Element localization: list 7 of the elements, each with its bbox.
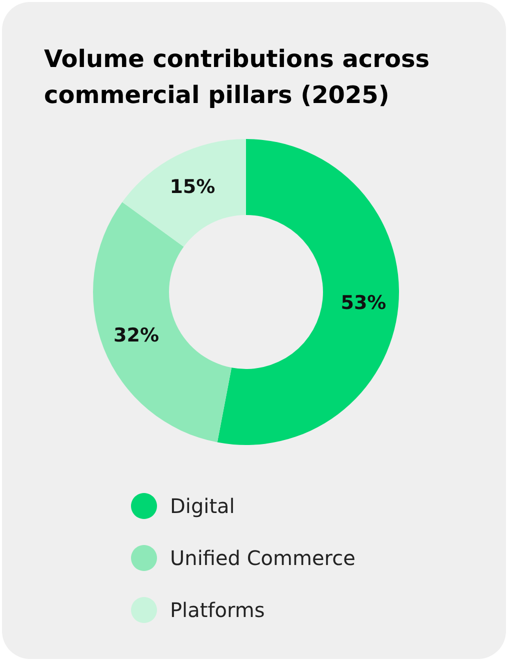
legend-label: Digital: [170, 494, 235, 518]
data-label: 53%: [340, 292, 386, 314]
legend-label: Unified Commerce: [170, 546, 356, 570]
data-label: 15%: [170, 176, 216, 198]
chart-title: Volume contributions across commercial pillars (2025): [44, 45, 438, 109]
data-label: 32%: [114, 324, 160, 346]
legend-label: Platforms: [170, 598, 265, 622]
